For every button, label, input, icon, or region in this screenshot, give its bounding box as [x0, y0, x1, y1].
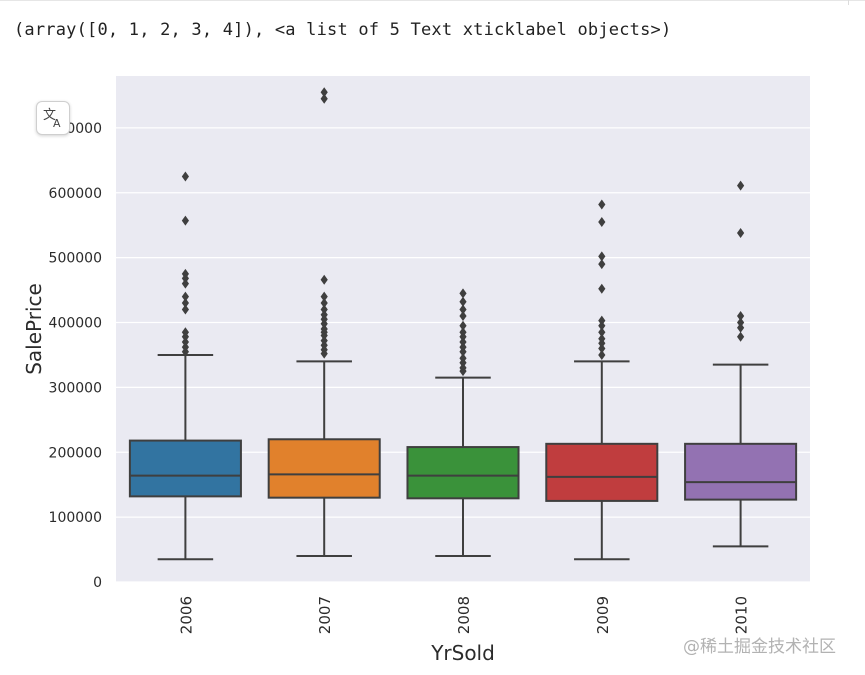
- y-tick-label: 500000: [49, 251, 102, 267]
- outlier-point: [737, 317, 745, 328]
- x-tick-label: 2009: [594, 596, 612, 634]
- outlier-point: [320, 298, 328, 309]
- outlier-point: [737, 227, 745, 238]
- outlier-point: [459, 342, 467, 353]
- svg-text:A: A: [53, 117, 61, 130]
- y-tick-label: 0: [93, 575, 102, 591]
- outlier-point: [598, 315, 606, 326]
- outlier-point: [598, 259, 606, 270]
- outlier-point: [598, 199, 606, 210]
- outlier-point: [320, 309, 328, 320]
- outlier-point: [598, 320, 606, 331]
- outlier-point: [320, 291, 328, 302]
- cell-output-text: (array([0, 1, 2, 3, 4]), <a list of 5 Te…: [14, 20, 672, 40]
- outlier-point: [459, 288, 467, 299]
- outlier-point: [598, 327, 606, 338]
- outlier-point: [459, 311, 467, 322]
- x-tick-label: 2006: [177, 596, 195, 634]
- x-axis-label: YrSold: [430, 641, 495, 665]
- outlier-point: [598, 333, 606, 344]
- watermark: @稀土掘金技术社区: [683, 637, 836, 657]
- outlier-point: [320, 304, 328, 315]
- x-tick-label: 2010: [733, 596, 751, 634]
- cell-top-marker: [848, 0, 849, 5]
- y-tick-label: 300000: [49, 380, 102, 396]
- y-axis-label: SalePrice: [22, 283, 46, 375]
- y-tick-label: 100000: [49, 510, 102, 526]
- y-tick-label: 600000: [49, 186, 102, 202]
- outlier-point: [181, 268, 189, 279]
- box-2008: [406, 446, 520, 500]
- outlier-point: [181, 215, 189, 226]
- outlier-point: [320, 324, 328, 334]
- outlier-point: [459, 304, 467, 315]
- y-tick-label: 200000: [49, 445, 102, 461]
- outlier-point: [320, 87, 328, 98]
- outlier-point: [181, 304, 189, 315]
- translate-icon: 文 A: [43, 108, 61, 130]
- cell-top-border: [0, 0, 865, 5]
- outlier-point: [320, 335, 328, 346]
- outlier-point: [459, 353, 467, 364]
- outlier-point: [598, 343, 606, 354]
- outlier-point: [737, 331, 745, 342]
- translate-button[interactable]: 文 A: [36, 101, 70, 135]
- outlier-point: [598, 251, 606, 262]
- outlier-point: [459, 320, 467, 331]
- outlier-point: [320, 274, 328, 285]
- outlier-point: [181, 298, 189, 309]
- outlier-point: [320, 93, 328, 104]
- outlier-point: [737, 180, 745, 191]
- box-2006: [128, 439, 242, 498]
- box-2009: [545, 442, 659, 502]
- outlier-point: [459, 296, 467, 307]
- box-2010: [684, 442, 798, 501]
- outlier-point: [598, 216, 606, 227]
- outlier-point: [459, 336, 467, 347]
- x-tick-label: 2008: [455, 596, 473, 634]
- outlier-point: [181, 336, 189, 347]
- outlier-point: [181, 342, 189, 353]
- outlier-point: [737, 311, 745, 322]
- outlier-point: [459, 362, 467, 373]
- outlier-point: [181, 171, 189, 182]
- outlier-point: [181, 291, 189, 302]
- y-tick-label: 400000: [49, 316, 102, 332]
- outlier-point: [181, 327, 189, 338]
- outlier-point: [181, 278, 189, 289]
- outlier-point: [459, 327, 467, 338]
- outlier-point: [737, 322, 745, 333]
- box-2007: [267, 438, 381, 499]
- x-tick-label: 2007: [316, 596, 334, 634]
- svg-text:文: 文: [43, 108, 56, 123]
- outlier-point: [598, 283, 606, 294]
- outlier-point: [598, 349, 606, 360]
